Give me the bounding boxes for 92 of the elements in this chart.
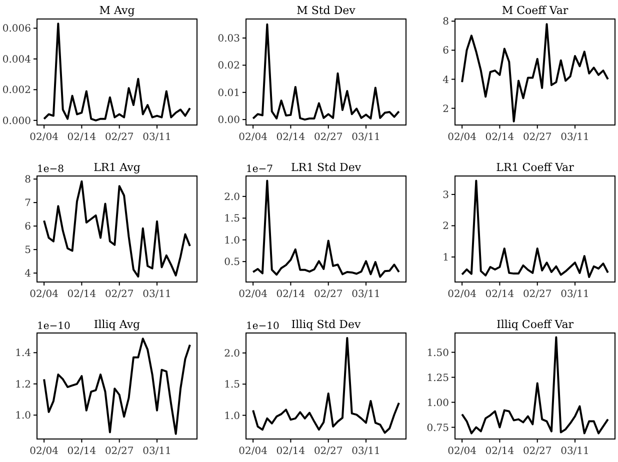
y-tick-label: 0.01 xyxy=(218,88,240,99)
line-series xyxy=(252,336,400,434)
y-tick-label: 1.5 xyxy=(224,214,240,225)
text: 1e−10 xyxy=(246,321,280,332)
chart-title: M Avg xyxy=(99,4,135,17)
x-tick-label: 02/27 xyxy=(104,289,134,300)
y-tick-label: 1.2 xyxy=(15,379,31,390)
y-tick-label: 6 xyxy=(24,222,31,233)
x-tick-label: 02/14 xyxy=(276,446,306,457)
x-tick-label: 02/27 xyxy=(522,446,552,457)
y-tick-label: 0.00 xyxy=(218,115,240,126)
line-series xyxy=(461,180,609,278)
x-tick-label: 03/11 xyxy=(352,289,380,300)
y-tick-label: 3 xyxy=(442,190,449,201)
y-tick-label: 1.0 xyxy=(15,410,31,422)
y-tick-label: 1 xyxy=(442,252,449,264)
line-series xyxy=(43,22,191,122)
y-tick-label: 0.006 xyxy=(2,24,31,35)
y-tick-label: 2.0 xyxy=(224,192,240,203)
x-tick-label: 02/04 xyxy=(30,132,58,143)
x-tick-label: 02/14 xyxy=(485,446,514,457)
x-tick-label: 02/04 xyxy=(448,446,476,457)
x-tick-label: 02/14 xyxy=(485,132,514,143)
x-tick-label: 03/11 xyxy=(560,132,590,143)
x-tick-label: 02/04 xyxy=(30,446,58,457)
line-series xyxy=(461,23,609,122)
x-tick-label: 02/14 xyxy=(276,289,306,300)
x-tick-label: 03/11 xyxy=(142,289,172,300)
x-tick-label: 02/04 xyxy=(238,132,268,143)
y-tick-label: 2 xyxy=(442,104,449,115)
x-tick-label: 02/04 xyxy=(448,289,476,300)
x-tick-label: 03/11 xyxy=(560,446,590,457)
x-tick-label: 03/11 xyxy=(560,289,590,300)
chart-title: Illiq Coeff Var xyxy=(496,318,574,331)
text: 1e−10 xyxy=(37,321,70,332)
y-tick-label: 0.02 xyxy=(218,60,240,72)
y-tick-label: 0.5 xyxy=(224,257,240,268)
x-tick-label: 03/11 xyxy=(352,446,380,457)
y-tick-label: 1.0 xyxy=(224,410,240,422)
x-tick-label: 02/04 xyxy=(30,289,58,300)
x-tick-label: 03/11 xyxy=(142,446,172,457)
y-tick-label: 0.03 xyxy=(218,34,240,45)
chart-title: LR1 Avg xyxy=(94,161,140,174)
y-tick-label: 1.25 xyxy=(426,372,449,384)
line-series xyxy=(43,180,191,278)
chart-title: LR1 Coeff Var xyxy=(496,161,575,174)
x-tick-label: 02/27 xyxy=(314,132,343,143)
y-tick-label: 1.4 xyxy=(15,348,31,360)
x-tick-label: 03/11 xyxy=(352,132,380,143)
x-tick-label: 02/14 xyxy=(485,289,514,300)
x-tick-label: 02/14 xyxy=(67,446,96,457)
y-tick-label: 1.50 xyxy=(426,348,449,359)
x-tick-label: 02/27 xyxy=(522,132,552,143)
y-tick-label: 0.004 xyxy=(2,54,31,66)
y-tick-label: 8 xyxy=(24,174,31,186)
line-series xyxy=(43,338,191,435)
x-tick-label: 02/14 xyxy=(67,132,96,143)
chart-title: Illiq Avg xyxy=(94,318,140,331)
y-tick-label: 6 xyxy=(442,46,449,57)
y-tick-label: 0.75 xyxy=(426,422,449,434)
y-tick-label: 4 xyxy=(24,268,31,280)
y-tick-label: 0.002 xyxy=(2,85,31,96)
chart-title: M Std Dev xyxy=(296,4,356,17)
y-tick-label: 4 xyxy=(442,74,449,86)
y-tick-label: 7 xyxy=(24,198,31,210)
y-tick-label: 1.5 xyxy=(224,380,240,391)
y-tick-label: 2.0 xyxy=(224,348,240,360)
y-tick-label: 2 xyxy=(442,221,449,232)
x-tick-label: 02/04 xyxy=(238,446,268,457)
chart-title: LR1 Std Dev xyxy=(290,161,362,174)
x-tick-label: 02/27 xyxy=(104,132,134,143)
y-tick-label: 5 xyxy=(24,245,31,256)
y-tick-label: 1.00 xyxy=(426,398,449,409)
x-tick-label: 02/27 xyxy=(522,289,552,300)
text: 1e−7 xyxy=(246,164,274,175)
line-series xyxy=(461,336,609,434)
line-series xyxy=(252,23,400,121)
x-tick-label: 02/27 xyxy=(314,289,343,300)
x-tick-label: 02/14 xyxy=(276,132,306,143)
text: 1e−8 xyxy=(37,164,64,175)
y-tick-label: 0.000 xyxy=(2,116,31,127)
y-tick-label: 8 xyxy=(442,16,449,28)
x-tick-label: 03/11 xyxy=(142,132,172,143)
x-tick-label: 02/14 xyxy=(67,289,96,300)
x-tick-label: 02/27 xyxy=(104,446,134,457)
x-tick-label: 02/27 xyxy=(314,446,343,457)
y-tick-label: 1.0 xyxy=(224,235,240,246)
chart-title: M Coeff Var xyxy=(502,4,569,17)
x-tick-label: 02/04 xyxy=(448,132,476,143)
line-series xyxy=(252,180,400,278)
x-tick-label: 02/04 xyxy=(238,289,268,300)
chart-title: Illiq Std Dev xyxy=(291,318,362,331)
